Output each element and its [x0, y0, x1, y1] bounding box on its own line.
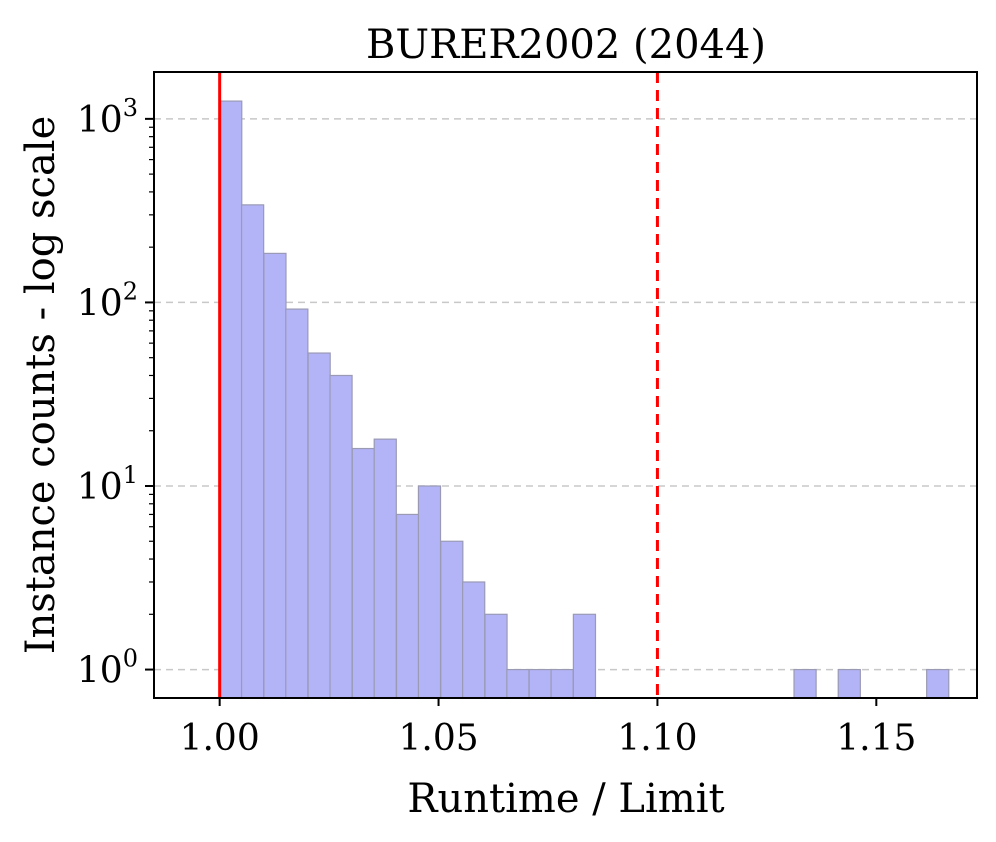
y-tick-label: 100 [77, 645, 138, 692]
y-tick-exponent: 2 [123, 277, 138, 305]
x-tick-label: 1.15 [836, 718, 916, 759]
histogram-bar [263, 252, 287, 699]
histogram-bar [395, 513, 420, 699]
x-axis-label: Runtime / Limit [407, 776, 724, 822]
y-tick-exponent: 3 [123, 94, 138, 122]
x-tick-label: 1.00 [180, 718, 260, 759]
y-tick-label: 103 [77, 94, 138, 141]
histogram-bar [484, 613, 508, 699]
histogram-bar [351, 447, 376, 699]
histogram-bar [837, 668, 861, 699]
histogram-bar [926, 668, 950, 699]
histogram-bar [240, 204, 265, 699]
y-tick-base: 10 [77, 283, 123, 324]
histogram-bar [793, 668, 817, 699]
histogram-bars [219, 100, 950, 699]
x-tick-label: 1.10 [617, 718, 697, 759]
plot-frame [153, 71, 978, 699]
x-tick-label: 1.05 [398, 718, 478, 759]
histogram-bar [417, 485, 442, 699]
histogram-bar [373, 438, 397, 699]
y-tick-base: 10 [77, 100, 123, 141]
y-axis-label: Instance counts - log scale [18, 116, 64, 655]
y-tick-label: 102 [77, 277, 138, 324]
histogram-bar [307, 352, 331, 699]
histogram-bar [572, 613, 597, 699]
histogram-bar [285, 308, 309, 699]
y-tick-exponent: 0 [123, 645, 138, 673]
histogram-bar [550, 668, 574, 699]
histogram-bar [329, 374, 353, 699]
histogram-bar [462, 581, 486, 699]
y-tick-exponent: 1 [123, 461, 138, 489]
reference-lines [218, 72, 659, 698]
y-tick-base: 10 [77, 651, 123, 692]
histogram-bar [528, 668, 552, 699]
y-tick-base: 10 [77, 467, 123, 508]
histogram-bar [506, 668, 530, 699]
x-axis-ticks: 1.00 1.05 1.10 1.15 [180, 698, 916, 759]
y-tick-label: 101 [77, 461, 138, 508]
histogram-bar [219, 100, 243, 699]
chart-title: BURER2002 (2044) [366, 22, 766, 68]
histogram-bar [440, 540, 464, 699]
